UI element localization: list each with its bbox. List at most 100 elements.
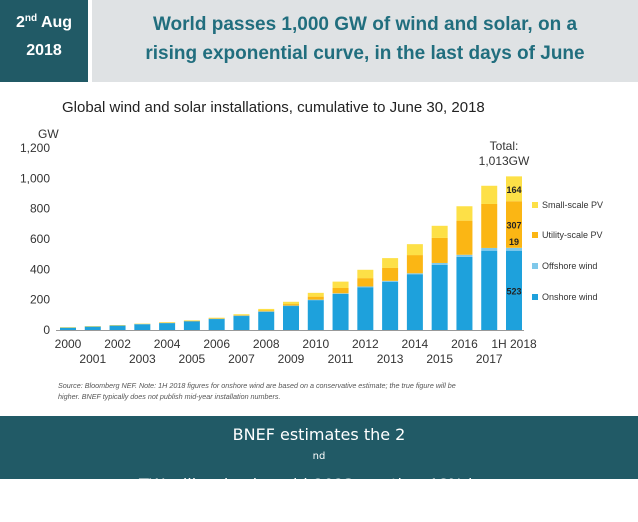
bar-segment-onshore (60, 327, 76, 330)
y-tick-label: 200 (30, 293, 50, 307)
y-tick-label: 800 (30, 202, 50, 216)
bar-segment-utility (258, 310, 275, 312)
bar-segment-offshore (307, 299, 324, 301)
x-tick-label: 1H 2018 (491, 337, 537, 351)
bar-segment-small (506, 176, 522, 202)
bar-segment-small (357, 269, 374, 279)
legend-label-utility: Utility-scale PV (542, 230, 603, 240)
bar-segment-utility (332, 287, 349, 294)
bar-segment-onshore (183, 321, 200, 330)
bar-segment-utility (456, 220, 473, 255)
x-tick-label: 2017 (476, 352, 503, 366)
source-note-line2: higher. BNEF typically does not publish … (58, 392, 281, 401)
data-label-utility: 307 (506, 221, 521, 231)
bar-segment-small (208, 317, 225, 319)
x-tick-label: 2007 (228, 352, 255, 366)
total-value-label: 1,013GW (479, 154, 530, 168)
bar-segment-offshore (258, 311, 275, 312)
total-label: Total: (490, 139, 519, 153)
source-note-line1: Source: Bloomberg NEF. Note: 1H 2018 fig… (58, 381, 456, 390)
x-tick-label: 2010 (302, 337, 329, 351)
bar-segment-onshore (283, 305, 299, 330)
bar-segment-offshore (134, 323, 151, 325)
date-day: 2nd Aug (15, 13, 73, 32)
date-badge: 2nd Aug 2018 (0, 0, 88, 82)
bar-segment-onshore (134, 324, 151, 330)
y-tick-label: 0 (43, 323, 50, 337)
bar-segment-offshore (506, 247, 522, 251)
x-tick-label: 2009 (278, 352, 305, 366)
bar-segment-utility (183, 320, 200, 322)
bar-segment-utility (481, 203, 498, 248)
bar-segment-small (183, 320, 200, 321)
bar-segment-offshore (456, 254, 473, 257)
legend-swatch-utility (532, 232, 538, 238)
date-year: 2018 (26, 42, 62, 59)
bar-segment-utility (506, 201, 522, 248)
headline-bar (92, 0, 638, 82)
bar-segment-onshore (382, 281, 399, 330)
bar-segment-onshore (307, 300, 324, 330)
bar-segment-utility (431, 237, 448, 263)
bar-segment-onshore (506, 250, 522, 330)
x-tick-label: 2005 (179, 352, 206, 366)
data-label-offshore: 19 (509, 237, 519, 247)
bar-segment-small (258, 308, 275, 311)
bar-segment-offshore (233, 315, 250, 317)
x-tick-label: 2012 (352, 337, 379, 351)
headline: World passes 1,000 GW of wind and solar,… (92, 10, 638, 68)
y-tick-label: 600 (30, 232, 50, 246)
x-tick-label: 2008 (253, 337, 280, 351)
bar-segment-onshore (406, 274, 423, 330)
bar-segment-onshore (159, 322, 176, 330)
bar-segment-utility (159, 322, 176, 324)
legend-swatch-onshore (532, 294, 538, 300)
x-tick-label: 2014 (402, 337, 429, 351)
headline-line2: rising exponential curve, in the last da… (145, 43, 585, 64)
footer-line2: than the c. $1.3 tn required for the fir… (70, 500, 568, 519)
bar-segment-offshore (431, 262, 448, 265)
bar-segment-onshore (481, 250, 498, 330)
bar-segment-offshore (406, 273, 423, 275)
bar-segment-small (307, 292, 324, 297)
bar-segment-small (60, 327, 76, 328)
x-tick-label: 2002 (104, 337, 131, 351)
bar-segment-small (332, 281, 349, 288)
x-tick-label: 2004 (154, 337, 181, 351)
x-tick-label: 2001 (79, 352, 106, 366)
headline-line1: World passes 1,000 GW of wind and solar,… (152, 14, 578, 35)
chart: Global wind and solar installations, cum… (0, 86, 638, 412)
bar-segment-small (134, 323, 151, 325)
bar-segment-onshore (208, 318, 225, 330)
bar-segment-small (233, 314, 250, 316)
bar-segment-onshore (233, 315, 250, 330)
bar-segment-offshore (382, 280, 399, 282)
bar-segment-small (481, 185, 498, 204)
x-tick-label: 2013 (377, 352, 404, 366)
bar-segment-onshore (431, 264, 448, 330)
x-tick-label: 2015 (426, 352, 453, 366)
bar-segment-small (109, 325, 126, 326)
y-axis-label: GW (38, 127, 59, 141)
bar-segment-utility (357, 278, 374, 287)
bar-segment-onshore (332, 293, 349, 330)
legend-label-offshore: Offshore wind (542, 261, 597, 271)
chart-svg: Global wind and solar installations, cum… (20, 99, 603, 401)
data-label-small: 164 (506, 185, 521, 195)
legend-swatch-offshore (532, 263, 538, 269)
bar-segment-utility (406, 255, 423, 274)
bar-segment-onshore (84, 326, 101, 330)
data-label-onshore: 523 (506, 286, 521, 296)
y-tick-label: 1,000 (20, 171, 50, 185)
bar-segment-utility (307, 296, 324, 300)
bar-segment-small (406, 244, 423, 256)
bar-segment-small (431, 225, 448, 238)
bar-segment-onshore (109, 325, 126, 330)
bar-segment-utility (382, 267, 399, 281)
bar-segment-small (382, 258, 399, 268)
bar-segment-onshore (258, 311, 275, 330)
bar-segment-utility (233, 315, 250, 316)
legend-label-small: Small-scale PV (542, 200, 603, 210)
